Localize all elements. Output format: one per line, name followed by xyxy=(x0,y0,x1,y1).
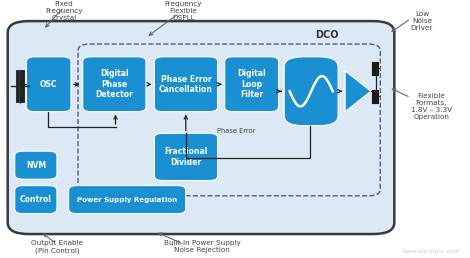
Text: Phase Error: Phase Error xyxy=(217,128,256,134)
Text: Low
Noise
Driver: Low Noise Driver xyxy=(411,11,433,31)
FancyBboxPatch shape xyxy=(225,57,279,112)
Text: Digital
Loop
Filter: Digital Loop Filter xyxy=(237,69,266,99)
Bar xyxy=(371,61,379,76)
Text: www.elecfans.com: www.elecfans.com xyxy=(401,249,460,254)
Text: Built-in Power Supply
Noise Rejection: Built-in Power Supply Noise Rejection xyxy=(164,240,241,253)
FancyBboxPatch shape xyxy=(155,57,218,112)
FancyBboxPatch shape xyxy=(155,133,218,181)
Text: Digital
Phase
Detector: Digital Phase Detector xyxy=(95,69,133,99)
Bar xyxy=(371,89,379,104)
Text: Frequency
Flexible
DSPLL: Frequency Flexible DSPLL xyxy=(164,1,202,21)
Text: Control: Control xyxy=(20,195,52,204)
Text: Fractional
Divider: Fractional Divider xyxy=(164,147,208,167)
Text: Flexible
Formats,
1.8V – 3.3V
Operation: Flexible Formats, 1.8V – 3.3V Operation xyxy=(411,93,452,119)
FancyBboxPatch shape xyxy=(284,57,338,126)
Text: DCO: DCO xyxy=(314,30,338,40)
Text: Fixed
Frequency
Crystal: Fixed Frequency Crystal xyxy=(45,1,83,21)
Text: Power Supply Regulation: Power Supply Regulation xyxy=(77,197,177,203)
Polygon shape xyxy=(345,71,371,112)
FancyBboxPatch shape xyxy=(69,186,186,214)
Text: OSC: OSC xyxy=(40,80,57,89)
FancyBboxPatch shape xyxy=(15,186,57,214)
FancyBboxPatch shape xyxy=(83,57,146,112)
FancyBboxPatch shape xyxy=(8,21,394,234)
Text: NVM: NVM xyxy=(26,161,46,170)
FancyBboxPatch shape xyxy=(15,151,57,179)
Text: Output Enable
(Pin Control): Output Enable (Pin Control) xyxy=(31,240,83,254)
FancyBboxPatch shape xyxy=(26,57,71,112)
Text: Phase Error
Cancellation: Phase Error Cancellation xyxy=(159,75,213,94)
